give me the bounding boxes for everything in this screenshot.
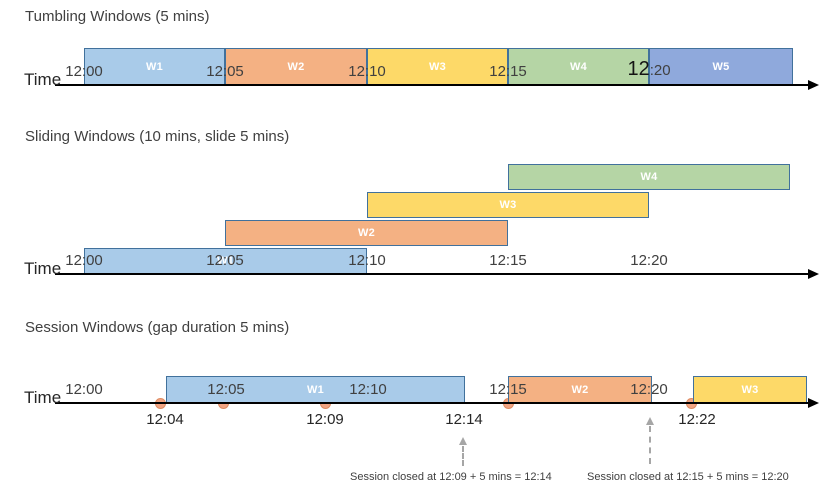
- tick-label: 12:00: [65, 381, 103, 399]
- window-sliding-w3: W3: [367, 192, 649, 218]
- window-session-w1: W1: [166, 376, 465, 403]
- window-label: W4: [569, 60, 588, 73]
- window-label: W3: [741, 383, 759, 396]
- tick-label: 12:05: [207, 381, 245, 399]
- event-time-label: 12:14: [445, 411, 483, 428]
- window-sliding-w2: W2: [225, 220, 508, 246]
- timeline-axis-session: [55, 402, 809, 404]
- tick-label: 12:00: [65, 252, 103, 270]
- window-sliding-w4: W4: [508, 164, 790, 190]
- axis-time-label-sliding: Time: [24, 259, 62, 278]
- tick-label: 12:05: [206, 63, 244, 81]
- timeline-axis-tumbling: [55, 84, 809, 86]
- tick-label: 12:00: [65, 63, 103, 81]
- tick-label: 12:15: [489, 381, 527, 399]
- tick-label: 12:10: [349, 381, 387, 399]
- tick-label: 12:20: [630, 381, 668, 399]
- axis-time-label-tumbling: Time: [24, 70, 62, 89]
- session-close-annotation: Session closed at 12:09 + 5 mins = 12:14: [350, 471, 552, 483]
- section-title-tumbling: Tumbling Windows (5 mins): [25, 8, 210, 25]
- window-label: W3: [499, 199, 517, 211]
- tick-label: 12:20: [627, 58, 671, 80]
- window-label: W2: [287, 60, 305, 73]
- window-tumbling-w4: W4: [508, 48, 649, 85]
- timeline-axis-sliding: [55, 273, 809, 275]
- dashed-arrow-line: [649, 426, 651, 464]
- event-time-label: 12:09: [306, 411, 344, 428]
- event-time-label: 12:04: [146, 411, 184, 428]
- tick-label: 12:10: [348, 63, 386, 81]
- window-tumbling-w5: W5: [649, 48, 793, 85]
- event-time-label: 12:22: [678, 411, 716, 428]
- tick-label: 12:10: [348, 252, 386, 270]
- section-title-session: Session Windows (gap duration 5 mins): [25, 319, 290, 336]
- section-title-sliding: Sliding Windows (10 mins, slide 5 mins): [25, 128, 290, 145]
- window-tumbling-w1: W1: [84, 48, 225, 85]
- dashed-arrow-line: [462, 446, 464, 466]
- window-label: W1: [216, 255, 235, 267]
- tick-label: 12:20: [630, 252, 668, 270]
- dashed-arrow-head: [459, 437, 467, 445]
- session-close-annotation: Session closed at 12:15 + 5 mins = 12:20: [587, 471, 789, 483]
- timeline-arrowhead-session: [808, 398, 819, 408]
- window-label: W1: [145, 60, 164, 73]
- dashed-arrow-head: [646, 417, 654, 425]
- tick-label: 12:15: [489, 63, 527, 81]
- window-label: W2: [357, 227, 376, 239]
- window-tumbling-w3: W3: [367, 48, 508, 85]
- tick-label: 12:15: [489, 252, 527, 270]
- window-label: W1: [306, 383, 325, 396]
- timeline-arrowhead-sliding: [808, 269, 819, 279]
- window-label: W4: [640, 171, 658, 183]
- window-session-w3: W3: [693, 376, 807, 403]
- window-label: W2: [571, 383, 589, 396]
- timeline-arrowhead-tumbling: [808, 80, 819, 90]
- tick-label: 12:05: [206, 252, 244, 270]
- axis-time-label-session: Time: [24, 388, 62, 407]
- window-tumbling-w2: W2: [225, 48, 367, 85]
- window-label: W3: [428, 60, 447, 73]
- window-label: W5: [712, 60, 730, 73]
